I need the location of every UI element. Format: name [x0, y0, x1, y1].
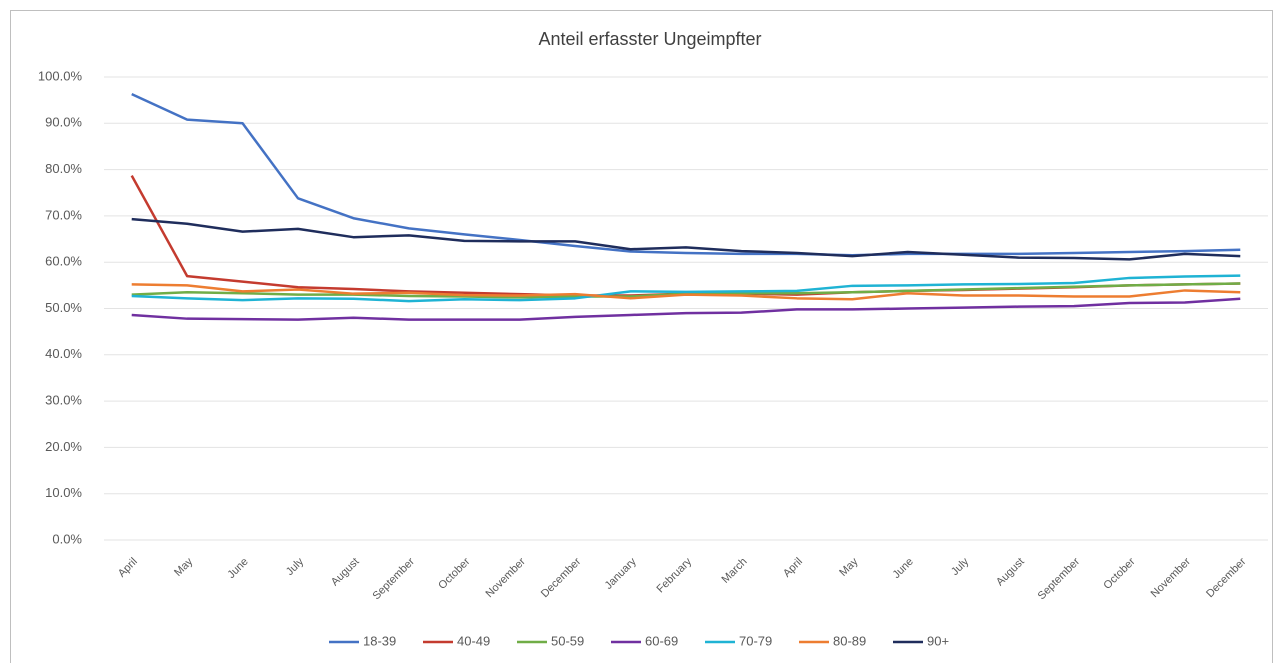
chart-title: Anteil erfasster Ungeimpfter: [538, 29, 761, 49]
series-line: [131, 217, 1241, 261]
legend-label: 90+: [927, 633, 949, 648]
legend-label: 50-59: [551, 633, 584, 648]
legend-label: 40-49: [457, 633, 490, 648]
y-tick-label: 70.0%: [45, 207, 82, 222]
legend-label: 70-79: [739, 633, 772, 648]
y-tick-label: 0.0%: [52, 531, 82, 546]
legend-label: 80-89: [833, 633, 866, 648]
series-line: [131, 283, 1241, 301]
y-tick-label: 50.0%: [45, 300, 82, 315]
chart-frame: [10, 10, 1273, 663]
y-tick-label: 100.0%: [38, 68, 83, 83]
legend-label: 18-39: [363, 633, 396, 648]
y-tick-label: 30.0%: [45, 393, 82, 408]
y-tick-label: 60.0%: [45, 254, 82, 269]
series-line: [131, 274, 1241, 303]
series-line: [131, 92, 1241, 257]
y-tick-label: 40.0%: [45, 346, 82, 361]
y-tick-label: 10.0%: [45, 485, 82, 500]
y-tick-label: 90.0%: [45, 115, 82, 130]
series-line: [131, 297, 1241, 321]
y-tick-label: 20.0%: [45, 439, 82, 454]
y-tick-label: 80.0%: [45, 161, 82, 176]
legend-label: 60-69: [645, 633, 678, 648]
